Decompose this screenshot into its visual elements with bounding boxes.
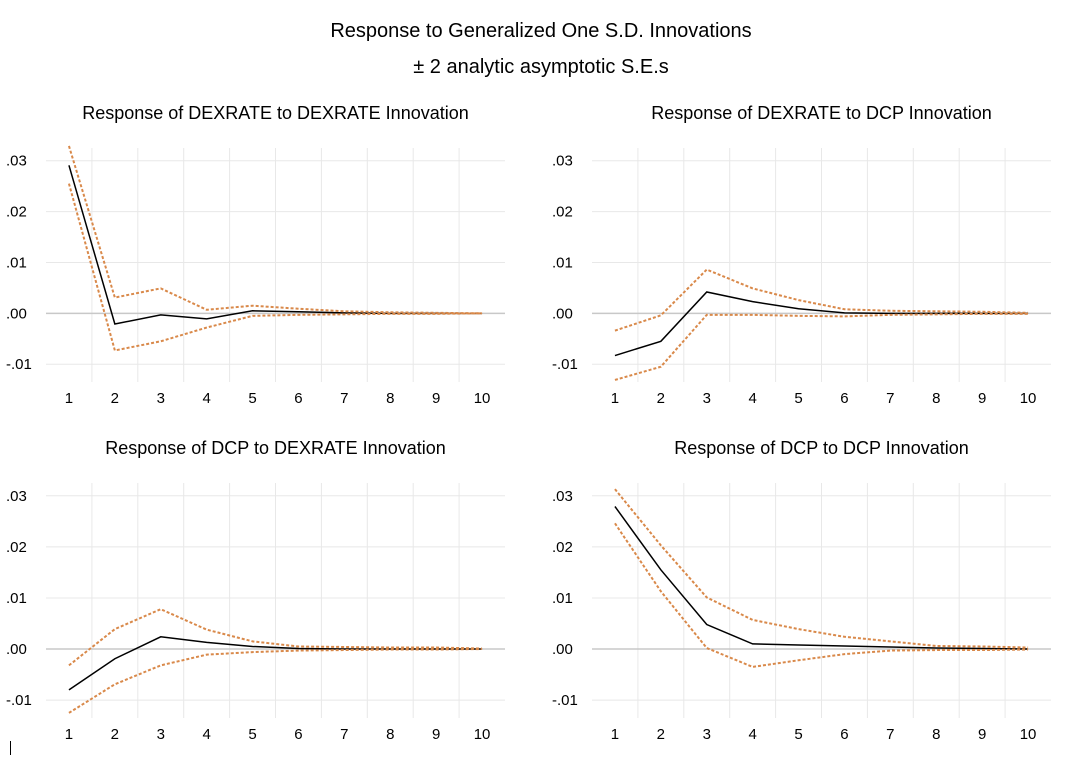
response-line — [614, 506, 1029, 650]
x-tick-label: 1 — [65, 390, 73, 407]
y-tick-label: -.01 — [6, 356, 32, 373]
x-tick-label: 1 — [611, 390, 619, 407]
y-tick-label: .00 — [6, 641, 27, 658]
panel-3: Response of DCP to DEXRATE Innovation .03… — [6, 438, 505, 743]
x-tick-label: 9 — [432, 726, 440, 743]
panel-title: Response of DCP to DEXRATE Innovation — [105, 438, 446, 458]
x-tick-label: 10 — [474, 726, 491, 743]
y-tick-label: -.01 — [552, 692, 578, 709]
y-tick-label: .01 — [552, 254, 573, 271]
y-tick-label: .02 — [6, 539, 27, 556]
y-tick-label: .03 — [6, 153, 27, 170]
text-cursor — [10, 741, 11, 755]
x-tick-label: 8 — [386, 390, 394, 407]
upper-band-line — [68, 608, 483, 667]
panel-title: Response of DEXRATE to DEXRATE Innovatio… — [82, 103, 469, 123]
x-tick-label: 4 — [748, 726, 756, 743]
lower-band-line — [67, 183, 483, 352]
upper-band-line — [614, 268, 1029, 332]
x-tick-label: 5 — [794, 726, 802, 743]
x-tick-label: 8 — [932, 390, 940, 407]
upper-band-line — [614, 488, 1029, 649]
x-tick-label: 8 — [386, 726, 394, 743]
x-tick-label: 7 — [340, 390, 348, 407]
x-tick-label: 9 — [432, 390, 440, 407]
panel-4: Response of DCP to DCP Innovation .03 .02.… — [552, 438, 1051, 743]
x-tick-label: 9 — [978, 390, 986, 407]
x-tick-label: 6 — [294, 726, 302, 743]
x-tick-label: 3 — [703, 726, 711, 743]
upper-band-line — [67, 145, 483, 315]
y-tick-label: .03 — [552, 153, 573, 170]
chart-title: Response to Generalized One S.D. Innovat… — [330, 20, 752, 42]
x-tick-label: 3 — [703, 390, 711, 407]
chart-subtitle: ± 2 analytic asymptotic S.E.s — [413, 56, 669, 78]
y-tick-label: .02 — [552, 204, 573, 221]
x-tick-label: 2 — [111, 726, 119, 743]
lower-band-line — [68, 648, 483, 714]
panel-2: Response of DEXRATE to DCP Innovation .03… — [552, 103, 1051, 407]
x-tick-label: 6 — [840, 390, 848, 407]
x-tick-label: 9 — [978, 726, 986, 743]
x-tick-label: 4 — [202, 726, 210, 743]
y-tick-label: .02 — [552, 539, 573, 556]
y-tick-label: .00 — [552, 305, 573, 322]
x-tick-label: 2 — [657, 726, 665, 743]
x-tick-label: 6 — [840, 726, 848, 743]
x-tick-label: 2 — [657, 390, 665, 407]
x-tick-label: 7 — [886, 390, 894, 407]
lower-band-line — [614, 312, 1029, 381]
panel-1: Response of DEXRATE to DEXRATE Innovatio… — [6, 103, 505, 407]
x-tick-label: 4 — [202, 390, 210, 407]
x-tick-label: 2 — [111, 390, 119, 407]
y-tick-label: .01 — [552, 590, 573, 607]
y-tick-label: -.01 — [6, 692, 32, 709]
x-tick-label: 7 — [886, 726, 894, 743]
x-tick-label: 10 — [474, 390, 491, 407]
x-tick-label: 5 — [794, 390, 802, 407]
y-tick-label: .01 — [6, 254, 27, 271]
panel-title: Response of DCP to DCP Innovation — [674, 438, 969, 458]
y-tick-label: .03 — [6, 488, 27, 505]
y-tick-label: .01 — [6, 590, 27, 607]
x-tick-label: 4 — [748, 390, 756, 407]
y-tick-label: .00 — [6, 305, 27, 322]
y-tick-label: .00 — [552, 641, 573, 658]
x-tick-label: 7 — [340, 726, 348, 743]
x-tick-label: 3 — [157, 726, 165, 743]
y-tick-label: .02 — [6, 204, 27, 221]
x-tick-label: 10 — [1020, 390, 1037, 407]
y-tick-label: -.01 — [552, 356, 578, 373]
x-tick-label: 5 — [248, 390, 256, 407]
x-tick-label: 3 — [157, 390, 165, 407]
x-tick-label: 10 — [1020, 726, 1037, 743]
lower-band-line — [614, 522, 1029, 668]
x-tick-label: 5 — [248, 726, 256, 743]
x-tick-label: 8 — [932, 726, 940, 743]
x-tick-label: 6 — [294, 390, 302, 407]
y-tick-label: .03 — [552, 488, 573, 505]
panel-title: Response of DEXRATE to DCP Innovation — [651, 103, 992, 123]
response-line — [614, 291, 1029, 357]
x-tick-label: 1 — [611, 726, 619, 743]
x-tick-label: 1 — [65, 726, 73, 743]
